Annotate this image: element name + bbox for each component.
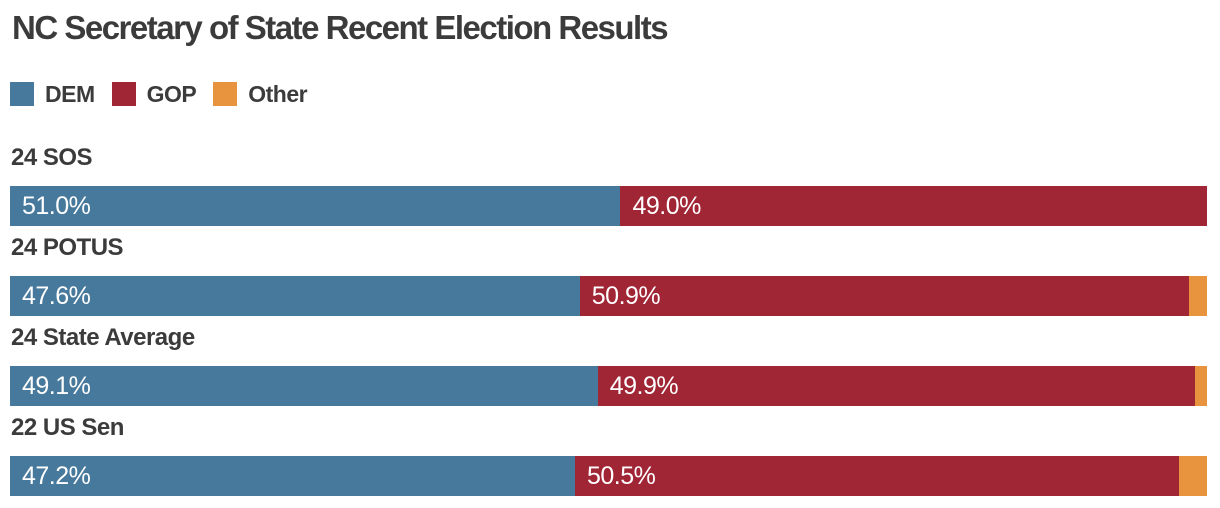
bar-row: 49.1% 49.9% xyxy=(10,366,1207,406)
value-label-dem: 47.6% xyxy=(22,282,91,310)
bar-row: 51.0% 49.0% xyxy=(10,186,1207,226)
bar-segment-dem: 49.1% xyxy=(10,366,598,406)
legend-item-gop: GOP xyxy=(111,81,197,107)
bar-row: 47.2% 50.5% xyxy=(10,456,1207,496)
bar-segment-dem: 47.2% xyxy=(10,456,575,496)
row-label: 24 POTUS xyxy=(11,234,124,261)
bar-segment-other xyxy=(1179,456,1207,496)
value-label-gop: 50.5% xyxy=(586,462,656,490)
bar-segment-gop: 49.9% xyxy=(597,366,1196,406)
legend-item-other: Other xyxy=(213,81,308,107)
legend-swatch-gop xyxy=(111,82,136,106)
value-label-gop: 49.9% xyxy=(609,372,679,400)
legend-swatch-other xyxy=(213,82,238,106)
row-label: 24 SOS xyxy=(11,144,93,171)
bar-segment-other xyxy=(1189,276,1207,316)
bar-segment-gop: 50.9% xyxy=(579,276,1190,316)
value-label-dem: 49.1% xyxy=(22,372,91,400)
bar-segment-gop: 49.0% xyxy=(620,186,1207,226)
legend-swatch-dem xyxy=(10,82,34,106)
legend-label: DEM xyxy=(45,81,95,107)
bar-segment-gop: 50.5% xyxy=(574,456,1180,496)
value-label-dem: 51.0% xyxy=(22,192,91,220)
bar-segment-dem: 51.0% xyxy=(10,186,621,226)
chart-container: NC Secretary of State Recent Election Re… xyxy=(10,9,1207,496)
bar-chart: 24 SOS 51.0% 49.0% 24 POTUS 47.6% 50.9% 24 Sta… xyxy=(10,146,1207,496)
legend-label: Other xyxy=(248,81,308,107)
legend: DEM GOP Other xyxy=(10,82,1207,106)
bar-segment-dem: 47.6% xyxy=(10,276,580,316)
legend-item-dem: DEM xyxy=(10,82,95,106)
bar-row: 47.6% 50.9% xyxy=(10,276,1207,316)
legend-label: GOP xyxy=(146,81,197,107)
row-label: 24 State Average xyxy=(11,324,195,351)
bar-segment-other xyxy=(1195,366,1207,406)
row-label: 22 US Sen xyxy=(11,414,124,441)
chart-title: NC Secretary of State Recent Election Re… xyxy=(12,9,669,46)
value-label-dem: 47.2% xyxy=(22,462,91,490)
value-label-gop: 49.0% xyxy=(632,192,701,220)
value-label-gop: 50.9% xyxy=(591,282,661,310)
